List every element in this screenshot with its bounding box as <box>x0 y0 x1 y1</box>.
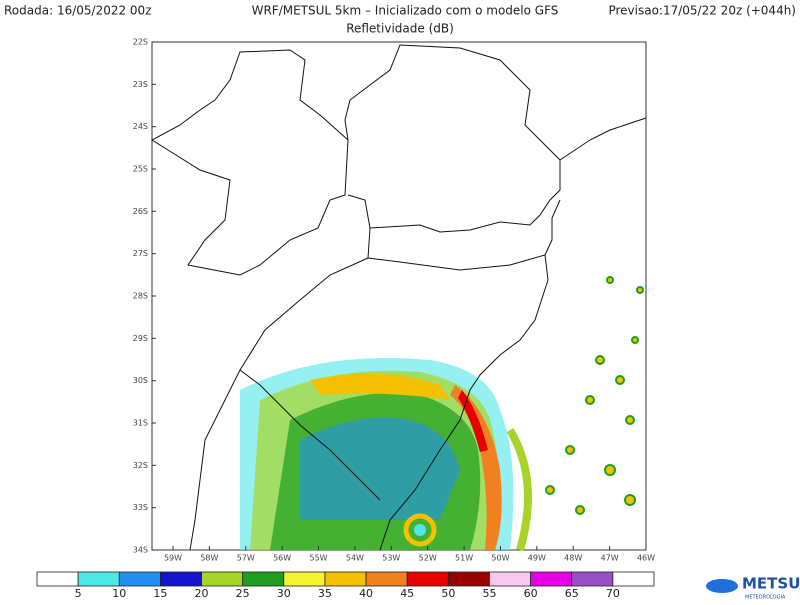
colorbar-tick-label: 15 <box>153 587 167 600</box>
lon-label: 56W <box>273 554 291 563</box>
lat-label: 31S <box>133 419 148 428</box>
lon-label: 52W <box>419 554 437 563</box>
logo-name: METSUL <box>742 575 800 593</box>
colorbar-swatch <box>159 571 202 587</box>
lon-label: 59W <box>164 554 182 563</box>
colorbar-swatch <box>530 571 573 587</box>
lon-label: 53W <box>382 554 400 563</box>
lon-label: 54W <box>346 554 364 563</box>
subtitle: Refletividade (dB) <box>346 22 454 36</box>
logo-globe <box>706 579 738 593</box>
latitude-labels: 22S 23S 24S 25S 26S 27S 28S 29S 30S 31S 32S 33S 34S <box>133 38 156 555</box>
lon-label: 50W <box>491 554 509 563</box>
colorbar-tick-label: 40 <box>359 587 373 600</box>
lat-label: 25S <box>133 165 148 174</box>
colorbar-tick-label: 20 <box>195 587 209 600</box>
colorbar-swatch <box>242 571 285 587</box>
colorbar-tick-label: 55 <box>482 587 496 600</box>
lat-label: 28S <box>133 292 148 301</box>
colorbar-swatch <box>406 571 449 587</box>
colorbar-tick-label: 35 <box>318 587 332 600</box>
colorbar-swatch <box>324 571 367 587</box>
colorbar-swatch <box>77 571 120 587</box>
colorbar-swatch <box>365 571 408 587</box>
logo: METSUL METEOROLOGIA <box>706 575 800 601</box>
lat-label: 32S <box>133 461 148 470</box>
colorbar-swatch <box>283 571 326 587</box>
lat-label: 33S <box>133 503 148 512</box>
lat-label: 29S <box>133 334 148 343</box>
colorbar-swatch <box>489 571 532 587</box>
colorbar-swatch <box>36 571 79 587</box>
colorbar-tick-label: 10 <box>112 587 126 600</box>
forecast-label: Previsao:17/05/22 20z (+044h) <box>608 4 796 18</box>
colorbar-tick-label: 30 <box>277 587 291 600</box>
radar-echoes <box>240 276 644 552</box>
model-title: WRF/METSUL 5km – Inicializado com o mode… <box>252 4 559 18</box>
colorbar-tick-label: 65 <box>565 587 579 600</box>
lat-label: 27S <box>133 249 148 258</box>
lat-label: 30S <box>133 376 148 385</box>
colorbar-tick-label: 25 <box>236 587 250 600</box>
lon-label: 46W <box>637 554 655 563</box>
lon-label: 55W <box>309 554 327 563</box>
colorbar-swatch <box>118 571 161 587</box>
map: 22S23S24S25S26S27S28S29S30S31S32S33S34S … <box>133 38 655 563</box>
lon-label: 58W <box>200 554 218 563</box>
colorbar-tick-label: 5 <box>75 587 82 600</box>
colorbar-swatch <box>612 571 655 587</box>
longitude-labels: 59W 58W 57W 56W 55W 54W 53W 52W 51W 50W 49W 48W 47W 4… <box>164 546 655 563</box>
lat-label: 26S <box>133 207 148 216</box>
colorbar-swatch <box>571 571 614 587</box>
colorbar-tick-label: 45 <box>400 587 414 600</box>
lat-label: 22S <box>133 38 148 47</box>
lon-label: 57W <box>237 554 255 563</box>
lat-label: 34S <box>133 546 148 555</box>
run-label: Rodada: 16/05/2022 00z <box>4 4 152 18</box>
lon-label: 47W <box>601 554 619 563</box>
colorbar-tick-label: 60 <box>524 587 538 600</box>
lat-label: 23S <box>133 80 148 89</box>
lat-label: 24S <box>133 122 148 131</box>
colorbar-swatch <box>201 571 244 587</box>
colorbar: 5 10 15 20 25 30 35 40 45 50 55 60 65 70 <box>36 571 655 600</box>
borders <box>151 44 647 551</box>
colorbar-tick-label: 50 <box>441 587 455 600</box>
logo-tagline: METEOROLOGIA <box>745 595 786 601</box>
lon-label: 49W <box>528 554 546 563</box>
colorbar-tick-label: 70 <box>606 587 620 600</box>
lon-label: 48W <box>564 554 582 563</box>
colorbar-swatch <box>447 571 490 587</box>
lon-label: 51W <box>455 554 473 563</box>
